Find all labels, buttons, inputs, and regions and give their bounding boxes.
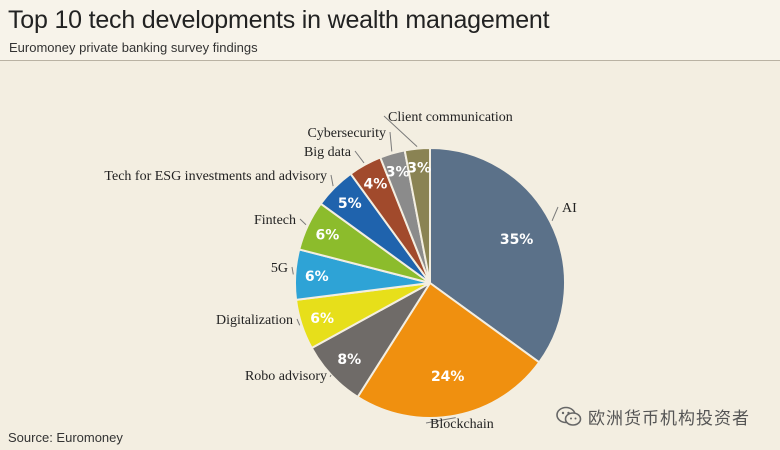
leader-line bbox=[296, 318, 301, 326]
pie-slice-ai bbox=[429, 146, 566, 364]
slice-label: Fintech bbox=[254, 213, 296, 228]
chart-title: Top 10 tech developments in wealth manag… bbox=[8, 6, 550, 34]
leader-line bbox=[299, 218, 307, 226]
slice-label: AI bbox=[562, 201, 577, 216]
leader-line bbox=[389, 131, 393, 152]
leader-line bbox=[330, 174, 334, 187]
slice-percent-label: 6% bbox=[316, 228, 340, 244]
leader-line bbox=[291, 266, 294, 275]
leader-line bbox=[329, 374, 332, 378]
leader-line bbox=[383, 115, 418, 147]
leader-line bbox=[354, 150, 365, 164]
pie-slice-blockchain bbox=[356, 281, 541, 419]
slice-percent-label: 6% bbox=[305, 269, 329, 285]
slice-percent-label: 8% bbox=[337, 352, 361, 368]
slice-label: Blockchain bbox=[430, 417, 494, 432]
watermark-text: 欧洲货币机构投资者 bbox=[588, 409, 750, 429]
watermark: 欧洲货币机构投资者 bbox=[556, 404, 750, 429]
slice-percent-label: 35% bbox=[500, 232, 534, 248]
chart-subtitle: Euromoney private banking survey finding… bbox=[9, 40, 258, 55]
slice-label: Robo advisory bbox=[245, 369, 327, 384]
wechat-icon bbox=[556, 406, 582, 426]
leader-line bbox=[551, 206, 559, 221]
slice-percent-label: 3% bbox=[407, 160, 431, 176]
slice-label: Client communication bbox=[388, 110, 513, 125]
slice-label: Tech for ESG investments and advisory bbox=[104, 169, 327, 184]
slice-label: Cybersecurity bbox=[307, 126, 386, 141]
slice-percent-label: 4% bbox=[364, 177, 388, 193]
slice-percent-label: 24% bbox=[431, 369, 465, 385]
slice-label: Digitalization bbox=[216, 313, 293, 328]
slice-percent-label: 5% bbox=[338, 196, 362, 212]
slice-label: 5G bbox=[271, 261, 288, 276]
slice-percent-label: 6% bbox=[310, 311, 334, 327]
slice-percent-label: 3% bbox=[386, 165, 410, 181]
slice-label: Big data bbox=[304, 145, 352, 160]
chart-header: Top 10 tech developments in wealth manag… bbox=[0, 0, 780, 61]
source-note: Source: Euromoney bbox=[8, 430, 123, 445]
leader-line bbox=[425, 417, 456, 424]
pie-slice-client-communication bbox=[403, 146, 431, 284]
